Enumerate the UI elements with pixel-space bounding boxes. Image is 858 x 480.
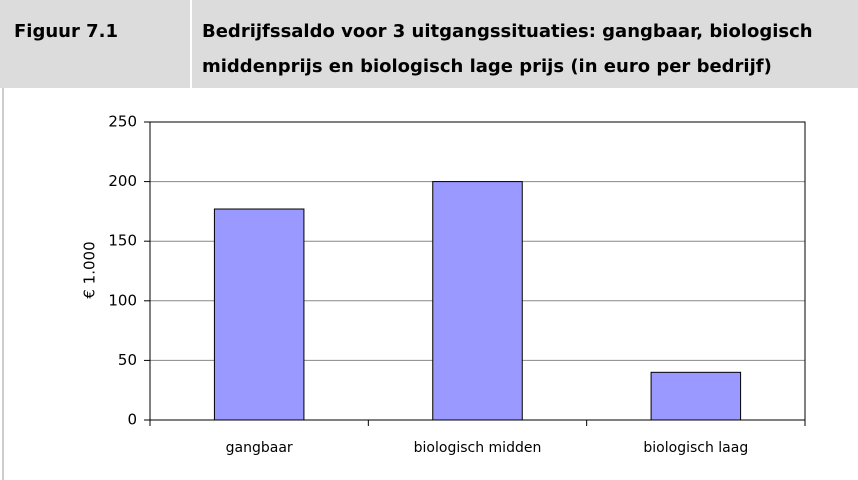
x-tick-label: gangbaar (226, 440, 293, 456)
y-axis-label: € 1.000 (81, 241, 99, 298)
bar (213, 208, 305, 421)
y-tick-label: 150 (108, 232, 137, 250)
y-tick-label: 200 (108, 172, 137, 190)
bar (432, 181, 523, 421)
y-tick-label: 100 (108, 291, 137, 309)
y-tick-label: 250 (108, 113, 137, 131)
y-tick-label: 0 (127, 411, 137, 429)
chart-title: Bedrijfssaldo voor 3 uitgangssituaties: … (202, 21, 813, 42)
bar (650, 371, 742, 421)
x-tick-label: biologisch laag (643, 440, 748, 456)
header-label-cell (0, 0, 190, 88)
header-title-cell (192, 0, 858, 88)
figure-label: Figuur 7.1 (14, 21, 118, 42)
chart-title: middenprijs en biologisch lage prijs (in… (202, 56, 772, 77)
y-tick-label: 50 (118, 351, 137, 369)
x-tick-label: biologisch midden (414, 440, 542, 456)
